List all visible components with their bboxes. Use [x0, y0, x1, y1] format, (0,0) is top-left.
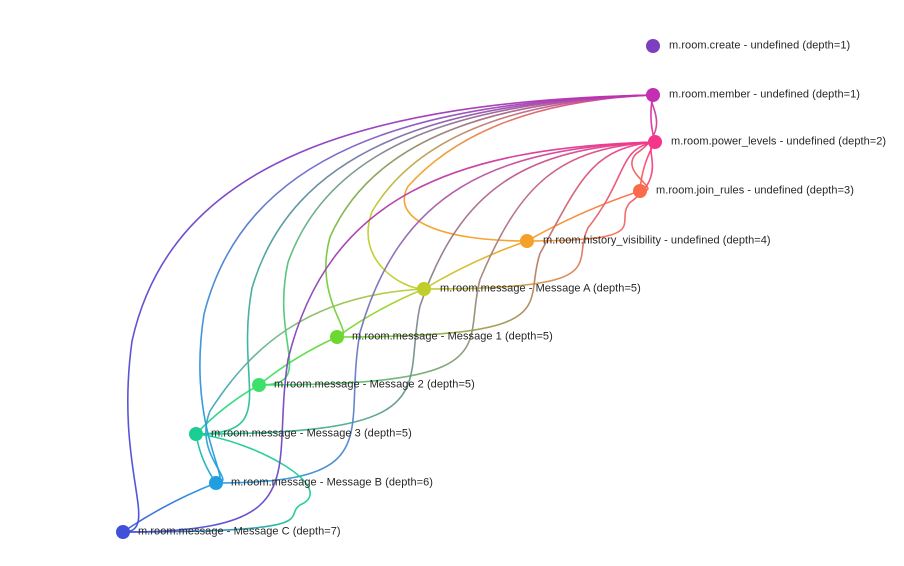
graph-node-msg_1[interactable] — [330, 330, 344, 344]
graph-node-msg_3[interactable] — [189, 427, 203, 441]
node-label-msg_C: m.room.message - Message C (depth=7) — [138, 525, 341, 538]
graph-edge — [423, 141, 656, 290]
graph-node-create[interactable] — [646, 39, 660, 53]
graph-node-msg_C[interactable] — [116, 525, 130, 539]
graph-node-msg_2[interactable] — [252, 378, 266, 392]
graph-edge — [258, 336, 338, 386]
graph-edge — [122, 141, 656, 533]
graph-edge — [205, 288, 425, 484]
graph-edge — [195, 94, 654, 435]
graph-edge — [122, 482, 217, 533]
node-label-power_levels: m.room.power_levels - undefined (depth=2… — [671, 135, 887, 148]
graph-edge — [403, 94, 654, 242]
graph-edge — [526, 141, 656, 242]
node-label-msg_B: m.room.message - Message B (depth=6) — [231, 476, 434, 489]
edges-layer — [122, 94, 658, 533]
graph-edge — [325, 94, 654, 338]
node-label-join_rules: m.room.join_rules - undefined (depth=3) — [656, 184, 854, 197]
graph-node-msg_A[interactable] — [417, 282, 431, 296]
graph-edge — [526, 190, 641, 242]
graph-node-member[interactable] — [646, 88, 660, 102]
nodes-layer — [116, 39, 662, 539]
node-label-history_visibility: m.room.history_visibility - undefined (d… — [543, 234, 771, 247]
node-label-msg_1: m.room.message - Message 1 (depth=5) — [352, 330, 553, 343]
graph-edge — [122, 433, 311, 533]
graph-edge — [195, 384, 260, 435]
graph-node-join_rules[interactable] — [633, 184, 647, 198]
graph-node-power_levels[interactable] — [648, 135, 662, 149]
graph-edge — [215, 141, 656, 484]
node-label-msg_A: m.room.message - Message A (depth=5) — [440, 282, 641, 295]
graph-edge — [258, 94, 654, 386]
node-label-member: m.room.member - undefined (depth=1) — [669, 88, 860, 101]
graph-edge — [367, 94, 654, 290]
node-label-create: m.room.create - undefined (depth=1) — [669, 39, 851, 52]
node-label-msg_3: m.room.message - Message 3 (depth=5) — [211, 427, 412, 440]
graph-node-msg_B[interactable] — [209, 476, 223, 490]
graph-node-history_visibility[interactable] — [520, 234, 534, 248]
graph-edge — [258, 141, 656, 386]
node-label-msg_2: m.room.message - Message 2 (depth=5) — [274, 378, 475, 391]
graph-edge — [423, 240, 528, 290]
graph-edge — [336, 288, 425, 338]
graph-edge — [122, 94, 654, 533]
graph-edge — [199, 94, 654, 484]
